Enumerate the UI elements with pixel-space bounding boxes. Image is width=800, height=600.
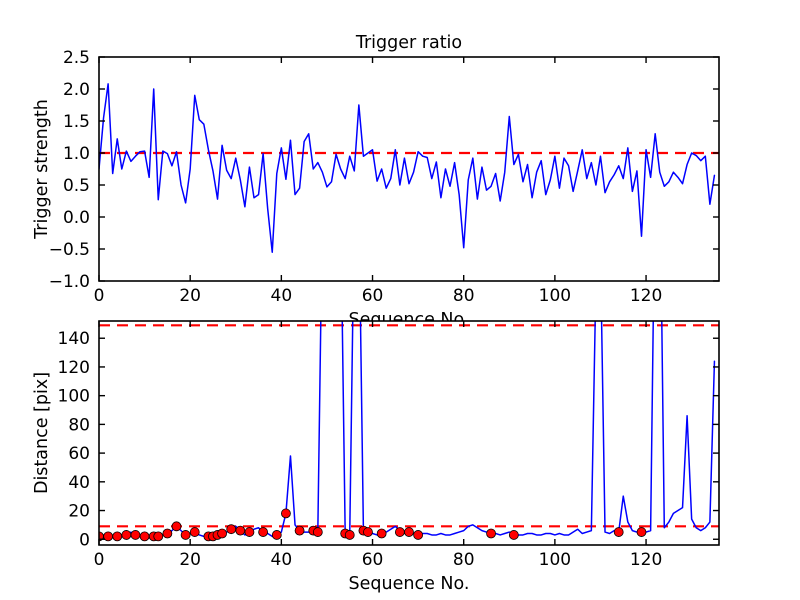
axes-frame [98,320,720,546]
y-tick-label: 100 [58,387,90,407]
x-tick-label: 40 [271,550,293,570]
x-axis-label: Sequence No. [349,574,470,594]
data-marker [180,530,191,540]
data-marker [413,530,424,540]
y-axis-label: Distance [pix] [32,372,52,494]
data-marker [508,530,519,540]
series-line-0 [99,83,716,253]
data-marker [294,525,305,536]
x-tick-label: 60 [362,550,384,570]
x-tick-label: 80 [453,550,475,570]
data-marker [189,527,200,537]
plot-background [99,321,719,545]
data-marker [121,530,132,540]
y-tick-label: 2.5 [63,48,90,68]
y-tick-label: 1.5 [63,112,90,132]
data-marker [344,530,355,540]
data-marker [244,527,255,537]
x-tick-label: 40 [271,286,293,306]
x-tick-label: 0 [94,550,105,570]
y-tick-label: 2.0 [63,80,90,100]
axes-frame [98,56,720,282]
data-marker [636,527,647,537]
plot-background [99,57,719,281]
y-axis-label: Trigger strength [32,99,52,240]
marker-group [99,508,647,542]
data-marker [486,528,496,539]
data-marker [139,531,150,542]
y-tick-label: 140 [58,329,90,349]
data-marker [217,528,227,539]
data-marker [404,527,414,537]
axes-trigger-ratio: 0 20 40 60 80 100 120 −1.0 −0.5 0.0 0.5 1.0 1.5 2.0 2.… [32,33,720,330]
data-marker [153,531,164,542]
y-tick-label: −1.0 [49,272,90,292]
data-marker [258,527,269,537]
x-tick-label: 60 [362,286,384,306]
x-tick-label: 80 [453,286,475,306]
x-tick-label: 0 [94,286,105,306]
y-tick-label: 120 [58,358,90,378]
y-tick-label: 40 [68,473,90,493]
data-marker [281,508,291,519]
data-marker [112,531,123,542]
data-marker [130,530,141,540]
y-tick-label: 60 [68,444,90,464]
data-marker [162,528,173,539]
x-tick-label: 120 [630,286,662,306]
data-marker [363,527,373,537]
y-tick-label: 20 [68,502,90,522]
plot-area [99,83,719,253]
axes-distance: 0 20 40 60 80 100 120 0 20 40 60 80 100 120 140 Sequenc… [32,320,720,594]
y-tick-label: 0 [79,530,90,550]
plot-area [99,321,719,542]
y-tick-label: 0.5 [63,176,90,196]
x-tick-label: 100 [539,550,571,570]
data-marker [171,521,182,532]
x-tick-label: 20 [179,550,201,570]
x-tick-label: 100 [539,286,571,306]
data-marker [312,527,323,537]
data-marker [613,527,624,537]
data-marker [394,527,405,537]
y-tick-label: 0.0 [63,208,90,228]
data-marker [235,525,246,536]
y-tick-label: 80 [68,415,90,435]
data-marker [271,530,282,540]
data-marker [226,524,237,535]
plot-title: Trigger ratio [355,33,462,53]
x-tick-label: 20 [179,286,201,306]
data-marker [376,528,387,539]
y-tick-label: 1.0 [63,144,90,164]
x-tick-label: 120 [630,550,662,570]
y-tick-label: −0.5 [49,240,90,260]
